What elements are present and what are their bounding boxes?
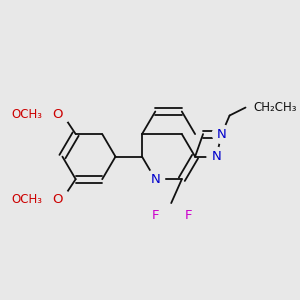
Text: F: F <box>184 208 192 221</box>
Circle shape <box>152 208 167 222</box>
Text: O: O <box>52 108 62 121</box>
Text: N: N <box>212 150 221 163</box>
Text: CH₂CH₃: CH₂CH₃ <box>254 101 297 114</box>
Text: N: N <box>217 128 226 141</box>
Circle shape <box>177 208 192 222</box>
Circle shape <box>54 106 71 123</box>
Text: F: F <box>152 208 159 221</box>
Circle shape <box>207 147 226 166</box>
Circle shape <box>146 170 165 188</box>
Text: OCH₃: OCH₃ <box>11 193 43 206</box>
Circle shape <box>54 190 71 208</box>
Text: N: N <box>150 173 160 186</box>
Circle shape <box>212 125 231 143</box>
Text: OCH₃: OCH₃ <box>11 108 43 121</box>
Text: O: O <box>52 193 62 206</box>
